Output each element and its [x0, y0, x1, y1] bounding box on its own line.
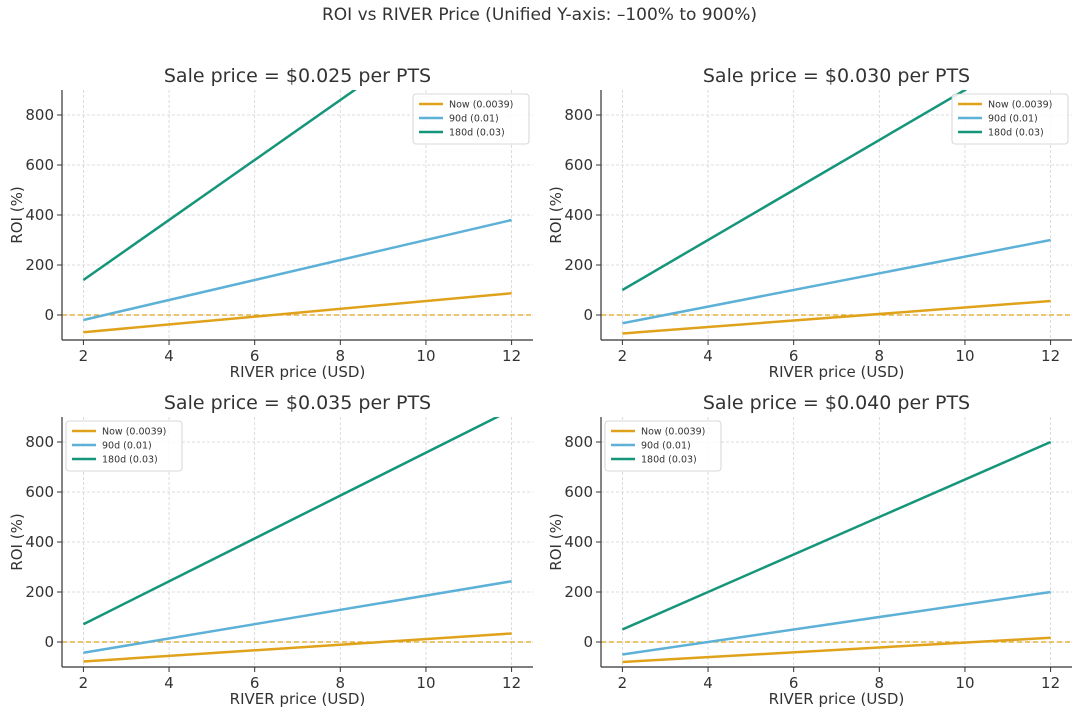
x-tick-label: 8 [875, 674, 885, 692]
x-tick-label: 8 [336, 674, 346, 692]
series-line-d180 [82, 417, 500, 626]
x-tick-label: 2 [618, 674, 628, 692]
x-tick-label: 6 [789, 347, 799, 365]
y-tick-label: 0 [44, 633, 54, 651]
x-tick-label: 10 [955, 674, 974, 692]
series-line-d90 [83, 218, 512, 322]
x-tick-label: 4 [164, 347, 174, 365]
series-line-d90 [83, 580, 512, 654]
series-group [82, 90, 512, 334]
series-group [621, 440, 1052, 664]
series-line-d180 [621, 90, 968, 292]
x-tick-label: 12 [502, 674, 521, 692]
legend-label-d180: 180d (0.03) [102, 455, 158, 466]
y-tick-label: 600 [25, 156, 54, 174]
x-tick-label: 10 [416, 347, 435, 365]
x-axis-label: RIVER price (USD) [769, 690, 905, 708]
y-axis-label: ROI (%) [8, 513, 26, 570]
legend-label-d180: 180d (0.03) [988, 128, 1044, 139]
x-tick-label: 8 [336, 347, 346, 365]
chart-title: Sale price = $0.035 per PTS [164, 392, 431, 414]
y-tick-label: 800 [25, 106, 54, 124]
legend-label-now: Now (0.0039) [449, 100, 513, 111]
x-tick-label: 2 [618, 347, 628, 365]
y-tick-label: 600 [564, 156, 593, 174]
legend-label-now: Now (0.0039) [988, 100, 1052, 111]
y-tick-label: 800 [564, 106, 593, 124]
legend: Now (0.0039) 90d (0.01) 180d (0.03) [604, 420, 722, 472]
legend-label-d180: 180d (0.03) [641, 455, 697, 466]
x-tick-label: 8 [875, 347, 885, 365]
y-tick-label: 400 [564, 206, 593, 224]
y-tick-label: 200 [564, 583, 593, 601]
y-axis-label: ROI (%) [547, 513, 565, 570]
y-tick-label: 400 [564, 533, 593, 551]
legend-label-d90: 90d (0.01) [988, 114, 1038, 125]
chart-panel-sale-0025: Sale price = $0.025 per PTS 2 4 6 8 10 12 0 200 4… [8, 65, 533, 381]
x-axis-label: RIVER price (USD) [230, 363, 366, 381]
x-tick-label: 6 [250, 674, 260, 692]
y-tick-label: 600 [25, 483, 54, 501]
y-tick-label: 800 [564, 433, 593, 451]
y-tick-label: 200 [25, 256, 54, 274]
x-tick-label: 10 [955, 347, 974, 365]
x-tick-label: 12 [1041, 347, 1060, 365]
y-tick-label: 0 [583, 306, 593, 324]
x-tick-label: 12 [1041, 674, 1060, 692]
x-tick-label: 4 [164, 674, 174, 692]
chart-panel-sale-0035: Sale price = $0.035 per PTS 2 4 6 8 10 12 0 200 4… [8, 392, 533, 708]
y-tick-label: 0 [583, 633, 593, 651]
x-tick-label: 4 [703, 674, 713, 692]
legend-label-d90: 90d (0.01) [449, 114, 499, 125]
x-tick-label: 6 [789, 674, 799, 692]
x-tick-label: 10 [416, 674, 435, 692]
y-tick-label: 400 [25, 533, 54, 551]
x-axis-label: RIVER price (USD) [769, 363, 905, 381]
x-tick-label: 2 [79, 674, 89, 692]
series-line-now [622, 299, 1051, 335]
x-tick-label: 2 [79, 347, 89, 365]
series-line-d90 [622, 590, 1051, 656]
legend: Now (0.0039) 90d (0.01) 180d (0.03) [65, 420, 183, 472]
y-tick-label: 400 [25, 206, 54, 224]
legend-label-now: Now (0.0039) [641, 427, 705, 438]
series-line-d180 [82, 90, 357, 282]
figure-title: ROI vs RIVER Price (Unified Y-axis: –100… [321, 5, 758, 25]
series-line-now [83, 292, 512, 334]
series-line-d90 [622, 238, 1051, 325]
y-tick-label: 200 [564, 256, 593, 274]
legend: Now (0.0039) 90d (0.01) 180d (0.03) [951, 93, 1069, 145]
legend-label-now: Now (0.0039) [102, 427, 166, 438]
legend-label-d180: 180d (0.03) [449, 128, 505, 139]
x-axis-label: RIVER price (USD) [230, 690, 366, 708]
chart-title: Sale price = $0.040 per PTS [703, 392, 970, 414]
chart-title: Sale price = $0.025 per PTS [164, 65, 431, 87]
y-tick-label: 200 [25, 583, 54, 601]
y-axis-label: ROI (%) [8, 186, 26, 243]
y-axis-label: ROI (%) [547, 186, 565, 243]
legend: Now (0.0039) 90d (0.01) 180d (0.03) [412, 93, 530, 145]
series-line-now [622, 636, 1051, 664]
x-tick-label: 12 [502, 347, 521, 365]
series-line-now [83, 632, 512, 663]
y-tick-label: 0 [44, 306, 54, 324]
series-group [621, 90, 1051, 335]
y-tick-label: 600 [564, 483, 593, 501]
legend-label-d90: 90d (0.01) [641, 441, 691, 452]
chart-panel-sale-0030: Sale price = $0.030 per PTS 2 4 6 8 10 12 0 200 4… [547, 65, 1072, 381]
legend-label-d90: 90d (0.01) [102, 441, 152, 452]
series-group [82, 417, 512, 663]
x-tick-label: 4 [703, 347, 713, 365]
series-line-d180 [621, 440, 1052, 631]
chart-title: Sale price = $0.030 per PTS [703, 65, 970, 87]
chart-panel-sale-0040: Sale price = $0.040 per PTS 2 4 6 8 10 12 0 200 4… [547, 392, 1072, 708]
x-tick-label: 6 [250, 347, 260, 365]
y-tick-label: 800 [25, 433, 54, 451]
